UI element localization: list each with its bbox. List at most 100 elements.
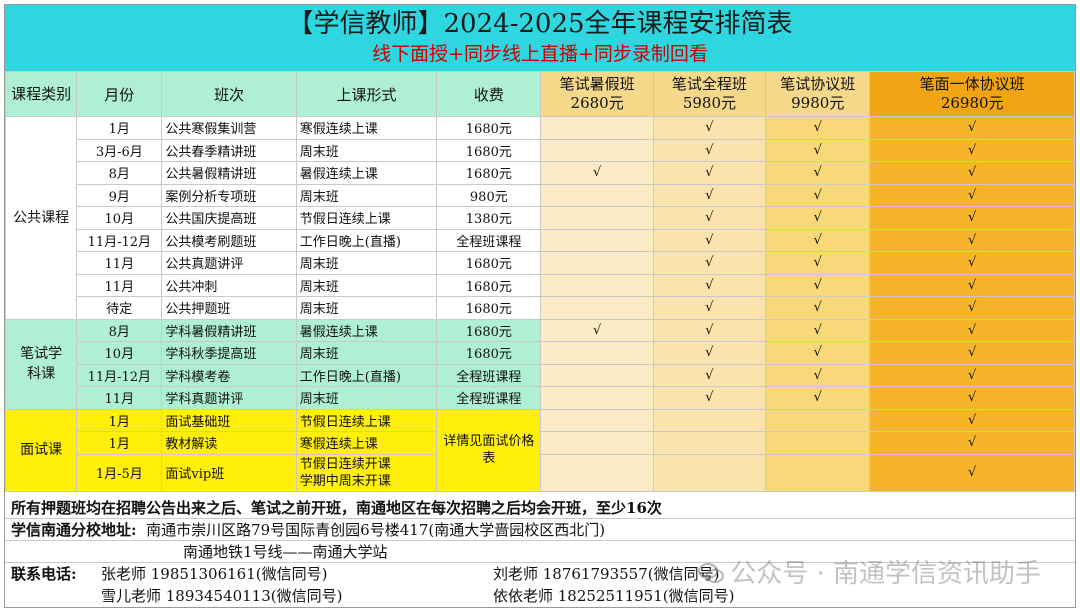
fee-cell: 980元	[436, 183, 542, 207]
fee-cell: 1680元	[436, 138, 542, 162]
check-cell: √	[869, 318, 1075, 342]
fee-cell: 1680元	[436, 296, 542, 320]
page-subtitle: 线下面授+同步线上直播+同步录制回看	[372, 43, 708, 65]
fee-cell: 1680元	[436, 251, 542, 275]
check-cell: √	[652, 116, 767, 140]
month-cell: 1月	[76, 116, 163, 140]
table-row: 10月 学科秋季提高班 周末班 1680元 √ √ √	[6, 341, 1075, 365]
header-package-agreement: 笔试协议班 9980元	[765, 71, 871, 117]
check-cell: √	[869, 431, 1075, 455]
class-cell: 公共模考刷题班	[161, 228, 297, 252]
table-row: 11月 学科真题讲评 周末班 全程班课程 √ √ √	[6, 386, 1075, 410]
format-cell: 暑假连续上课	[295, 161, 438, 185]
month-cell: 10月	[76, 341, 163, 365]
category-cell: 面试课	[4, 408, 78, 492]
table-row: 11月-12月 学科模考卷 工作日晚上(直播) 全程班课程 √ √ √	[6, 363, 1075, 387]
check-cell: √	[869, 453, 1075, 492]
format-cell: 工作日晚上(直播)	[295, 363, 438, 387]
table-row: 11月-12月 公共模考刷题班 工作日晚上(直播) 全程班课程 √ √ √	[6, 228, 1075, 252]
table-row: 面试课 1月 面试基础班 节假日连续上课 详情见面试价格表 √	[4, 408, 1075, 492]
watermark-text: 公众号 · 南通学信资讯助手	[730, 559, 1041, 589]
class-cell: 公共暑假精讲班	[161, 161, 297, 185]
check-cell: √	[869, 228, 1075, 252]
header-fee: 收费	[436, 71, 542, 117]
schedule-sheet: 【学信教师】2024-2025全年课程安排简表 线下面授+同步线上直播+同步录制…	[4, 4, 1076, 608]
title-banner: 【学信教师】2024-2025全年课程安排简表 线下面授+同步线上直播+同步录制…	[5, 5, 1075, 72]
header-package-combined: 笔面一体协议班 26980元	[869, 71, 1075, 117]
fee-cell: 1680元	[436, 161, 542, 185]
format-cell: 周末班	[295, 341, 438, 365]
class-cell: 面试vip班	[161, 453, 297, 492]
check-cell	[540, 453, 654, 492]
format-cell: 周末班	[295, 251, 438, 275]
contact-label: 联系电话:	[11, 565, 77, 583]
package-price: 9980元	[791, 94, 845, 112]
class-cell: 学科真题讲评	[161, 386, 297, 410]
check-cell: √	[652, 363, 767, 387]
check-cell: √	[765, 228, 871, 252]
check-cell	[765, 453, 871, 492]
table-row: 3月-6月 公共春季精讲班 周末班 1680元 √ √ √	[6, 138, 1075, 162]
check-cell: √	[869, 206, 1075, 230]
check-cell: √	[765, 341, 871, 365]
check-cell: √	[652, 318, 767, 342]
fee-cell: 1680元	[436, 273, 542, 297]
class-cell: 公共押题班	[161, 296, 297, 320]
class-cell: 公共寒假集训营	[161, 116, 297, 140]
package-price: 2680元	[570, 94, 624, 112]
fee-cell: 详情见面试价格表	[436, 408, 542, 492]
month-cell: 11月-12月	[76, 228, 163, 252]
class-cell: 学科暑假精讲班	[161, 318, 297, 342]
check-cell: √	[765, 273, 871, 297]
class-cell: 公共真题讲评	[161, 251, 297, 275]
contact-xueer: 雪儿老师 18934540113(微信同号)	[101, 587, 343, 605]
check-cell: √	[765, 296, 871, 320]
fee-cell: 全程班课程	[436, 363, 542, 387]
package-name: 笔试协议班	[780, 75, 856, 93]
month-cell: 11月	[76, 386, 163, 410]
month-cell: 11月	[76, 273, 163, 297]
check-cell: √	[652, 228, 767, 252]
month-cell: 待定	[76, 296, 163, 320]
header-package-full: 笔试全程班 5980元	[652, 71, 767, 117]
package-name: 笔面一体协议班	[919, 75, 1025, 93]
table-row: 笔试学科课 8月 学科暑假精讲班 暑假连续上课 1680元 √ √ √ √	[4, 318, 1075, 410]
check-cell: √	[869, 341, 1075, 365]
class-cell: 公共冲刺	[161, 273, 297, 297]
month-cell: 11月-12月	[76, 363, 163, 387]
notes-line-address: 学信南通分校地址: 南通市崇川区路79号国际青创园6号楼417(南通大学啬园校区…	[5, 519, 1075, 541]
check-cell: √	[765, 363, 871, 387]
table-row: 公共课程 1月 公共寒假集训营 寒假连续上课 1680元 √ √ √	[4, 116, 1075, 320]
class-cell: 公共国庆提高班	[161, 206, 297, 230]
check-cell: √	[540, 161, 654, 185]
package-name: 笔试暑假班	[559, 75, 635, 93]
header-month: 月份	[76, 71, 163, 117]
check-cell: √	[869, 138, 1075, 162]
check-cell: √	[652, 273, 767, 297]
month-cell: 1月-5月	[76, 453, 163, 492]
format-cell: 周末班	[295, 138, 438, 162]
contact-liu: 刘老师 18761793557(微信同号)	[493, 565, 720, 583]
package-price: 5980元	[682, 94, 737, 112]
header-format: 上课形式	[295, 71, 438, 117]
check-cell: √	[652, 183, 767, 207]
check-cell: √	[869, 296, 1075, 320]
format-line: 节假日连续开课	[299, 456, 391, 472]
check-cell: √	[765, 161, 871, 185]
format-cell: 周末班	[295, 273, 438, 297]
check-cell: √	[652, 251, 767, 275]
course-schedule-table: 课程类别 月份 班次 上课形式 收费 笔试暑假班 2680元 笔试全程班 5980元…	[4, 71, 1075, 492]
fee-cell: 1680元	[436, 318, 542, 342]
check-cell	[765, 408, 871, 432]
check-cell: √	[765, 206, 871, 230]
address-label: 学信南通分校地址:	[11, 521, 137, 539]
contact-block: 联系电话: 张老师 19851306161(微信同号) 刘老师 18761793…	[5, 563, 1075, 607]
check-cell: √	[652, 341, 767, 365]
table-row: 11月 公共真题讲评 周末班 1680元 √ √ √	[6, 251, 1075, 275]
check-cell: √	[652, 161, 767, 185]
check-cell: √	[869, 408, 1075, 432]
month-cell: 9月	[76, 183, 163, 207]
class-cell: 学科秋季提高班	[161, 341, 297, 365]
category-cell: 笔试学科课	[4, 318, 78, 410]
check-cell: √	[765, 116, 871, 140]
